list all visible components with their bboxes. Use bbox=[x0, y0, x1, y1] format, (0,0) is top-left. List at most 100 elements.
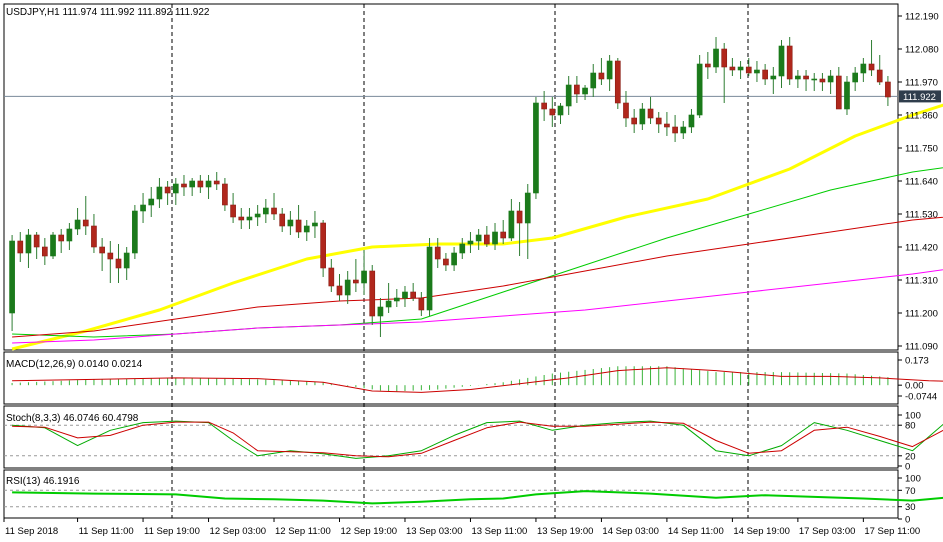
rsi-label: RSI(13) 46.1916 bbox=[6, 476, 80, 487]
candle-body bbox=[426, 246, 433, 311]
candle-body bbox=[33, 234, 40, 248]
candle-body bbox=[516, 210, 523, 224]
price-tick-label: 111.860 bbox=[905, 111, 938, 122]
rsi-tick-label: 100 bbox=[905, 474, 921, 485]
rsi-panel bbox=[4, 489, 943, 508]
candle-body bbox=[295, 219, 302, 233]
candle-body bbox=[533, 102, 539, 194]
time-tick-label: 13 Sep 11:00 bbox=[471, 526, 527, 537]
price-tick-label: 111.530 bbox=[905, 210, 938, 221]
candle-body bbox=[770, 75, 777, 80]
time-tick-label: 17 Sep 03:00 bbox=[799, 526, 856, 537]
candle-body bbox=[41, 246, 48, 257]
candle-body bbox=[328, 267, 335, 287]
candle-body bbox=[246, 216, 253, 221]
candle-body bbox=[385, 300, 392, 308]
candle-body bbox=[459, 243, 466, 254]
candle-body bbox=[778, 45, 785, 77]
rsi-tick-label: 30 bbox=[905, 502, 916, 513]
candle-body bbox=[606, 60, 613, 80]
candle-body bbox=[123, 252, 130, 269]
rsi-tick-label: 70 bbox=[905, 486, 916, 497]
candle-body bbox=[393, 297, 400, 302]
price-tick-label: 111.200 bbox=[905, 309, 938, 320]
candle-body bbox=[336, 285, 343, 296]
candle-body bbox=[50, 234, 56, 257]
candle-body bbox=[230, 204, 236, 218]
candle-body bbox=[574, 84, 580, 95]
candle-body bbox=[156, 186, 163, 200]
candle-body bbox=[696, 63, 703, 116]
candle-body bbox=[500, 231, 507, 239]
candle-body bbox=[541, 102, 547, 110]
macd-panel bbox=[11, 366, 943, 393]
time-tick-label: 12 Sep 19:00 bbox=[341, 526, 398, 537]
candle-body bbox=[115, 258, 122, 269]
macd-tick-label: 0.173 bbox=[905, 356, 929, 367]
panel-frame-rsi bbox=[3, 469, 899, 519]
candle-body bbox=[140, 204, 146, 212]
candle-body bbox=[91, 225, 97, 248]
candle-body bbox=[107, 252, 114, 260]
candle-body bbox=[361, 270, 367, 284]
time-tick-label: 14 Sep 11:00 bbox=[668, 526, 724, 537]
panel-frame-macd bbox=[3, 351, 899, 405]
stoch-label: Stoch(8,3,3) 46.0746 60.4798 bbox=[6, 413, 139, 424]
candle-body bbox=[557, 105, 564, 116]
stoch-tick-label: 100 bbox=[905, 411, 921, 422]
grid-lines bbox=[171, 4, 749, 518]
candle-body bbox=[132, 210, 138, 254]
stoch-series-line-1 bbox=[12, 421, 943, 458]
candle-body bbox=[418, 297, 425, 311]
time-tick-label: 14 Sep 03:00 bbox=[602, 526, 659, 537]
time-tick-label: 11 Sep 19:00 bbox=[144, 526, 200, 537]
time-tick-label: 12 Sep 03:00 bbox=[210, 526, 267, 537]
price-tick-label: 111.970 bbox=[905, 78, 938, 89]
stoch-panel bbox=[4, 420, 943, 459]
stoch-tick-label: 20 bbox=[905, 451, 916, 462]
candle-body bbox=[549, 108, 556, 116]
time-tick-label: 14 Sep 19:00 bbox=[733, 526, 790, 537]
candle-body bbox=[312, 222, 318, 227]
moving-average-2 bbox=[12, 216, 943, 338]
candle-body bbox=[582, 87, 588, 95]
candle-body bbox=[377, 306, 384, 317]
time-tick-label: 13 Sep 19:00 bbox=[537, 526, 594, 537]
candle-body bbox=[58, 234, 65, 242]
price-tick-label: 111.090 bbox=[905, 342, 938, 353]
candle-body bbox=[369, 270, 376, 317]
candle-body bbox=[844, 81, 850, 110]
price-tick-label: 112.080 bbox=[905, 45, 939, 56]
candle-body bbox=[664, 123, 670, 128]
candle-body bbox=[25, 234, 32, 254]
candle-body bbox=[205, 180, 212, 188]
candle-body bbox=[745, 66, 752, 74]
candle-body bbox=[66, 228, 73, 242]
rsi-series-line-0 bbox=[12, 490, 943, 505]
candle-body bbox=[287, 219, 294, 227]
candle-body bbox=[344, 279, 351, 296]
candle-body bbox=[279, 213, 286, 227]
candle-body bbox=[99, 246, 105, 254]
candle-body bbox=[672, 126, 678, 134]
time-tick-label: 11 Sep 2018 bbox=[5, 526, 58, 537]
price-header: USDJPY,H1 111.974 111.992 111.892 111.92… bbox=[6, 7, 210, 18]
stoch-series-line-0 bbox=[12, 420, 943, 459]
candle-body bbox=[254, 213, 261, 218]
candle-body bbox=[483, 234, 490, 245]
candle-body bbox=[434, 246, 441, 260]
time-tick-label: 17 Sep 11:00 bbox=[864, 526, 920, 537]
candle-body bbox=[590, 72, 597, 89]
stoch-tick-label: 80 bbox=[905, 421, 916, 432]
candle-body bbox=[222, 183, 228, 206]
candle-body bbox=[238, 216, 245, 221]
candle-body bbox=[623, 102, 629, 119]
candle-body bbox=[271, 207, 277, 215]
candle-body bbox=[402, 291, 408, 299]
candle-body bbox=[74, 219, 81, 230]
candle-body bbox=[508, 210, 515, 239]
candle-body bbox=[803, 75, 809, 80]
candle-body bbox=[762, 69, 768, 80]
candle-body bbox=[631, 117, 638, 125]
